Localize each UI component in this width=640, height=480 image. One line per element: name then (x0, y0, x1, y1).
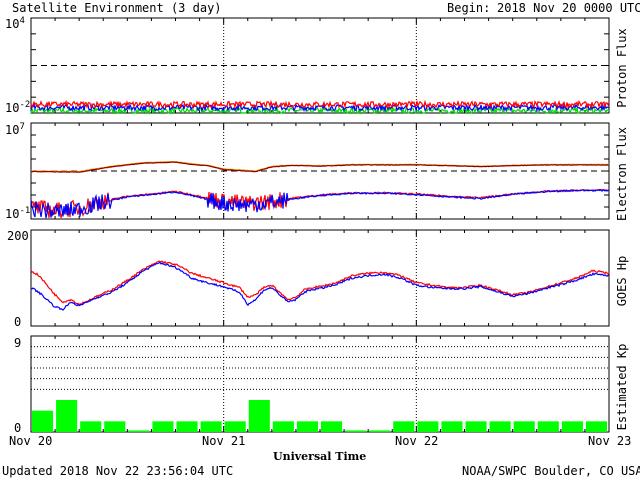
kp-bar (393, 421, 415, 432)
begin-label: Begin: (447, 1, 491, 15)
source-credit: NOAA/SWPC Boulder, CO USA (462, 464, 640, 478)
kp-bar (224, 421, 246, 432)
kp-bar (345, 430, 367, 432)
kp-ytick-bottom: 0 (14, 421, 22, 435)
kp-ytick-top: 9 (14, 336, 22, 350)
kp-bar (296, 421, 318, 432)
kp-bar (104, 421, 126, 432)
kp-bar (561, 421, 583, 432)
kp-bar (176, 421, 198, 432)
kp-bar (417, 421, 439, 432)
kp-bar (272, 421, 294, 432)
proton-ytick-bottom: 10-2 (5, 100, 31, 115)
hp-series-line (30, 261, 610, 311)
kp-bar (465, 421, 487, 432)
kp-bar (32, 410, 54, 432)
kp-bar (80, 421, 102, 432)
xtick-nov23: Nov 23 (588, 434, 632, 448)
proton-ytick-top: 104 (5, 16, 25, 31)
hp-series-line (30, 260, 610, 306)
goes-hp-label: GOES Hp (615, 255, 629, 307)
xtick-nov20: Nov 20 (9, 434, 53, 448)
chart-title: Satellite Environment (3 day) (12, 1, 222, 15)
electron-ytick-bottom: 10-1 (5, 206, 31, 221)
electron-series-line (30, 188, 610, 219)
kp-bar (200, 421, 222, 432)
panel-frame-4 (30, 335, 610, 433)
xtick-nov22: Nov 22 (395, 434, 439, 448)
kp-bar (56, 400, 78, 432)
updated-timestamp: Updated 2018 Nov 22 23:56:04 UTC (2, 464, 234, 478)
hp-ytick-bottom: 0 (14, 315, 22, 329)
xtick-nov21: Nov 21 (202, 434, 246, 448)
kp-bar (537, 421, 559, 432)
panel-frame-3 (30, 229, 610, 327)
x-axis-title: Universal Time (273, 450, 367, 463)
kp-bar (128, 430, 150, 432)
hp-ytick-top: 200 (7, 229, 29, 243)
begin-value: 2018 Nov 20 0000 UTC (497, 1, 640, 15)
kp-bar (513, 421, 535, 432)
kp-bar (585, 421, 607, 432)
kp-bar (489, 421, 511, 432)
kp-bar (441, 421, 463, 432)
electron-flux-label: Electron Flux (615, 127, 629, 221)
electron-series-line (31, 161, 609, 173)
kp-bar (248, 400, 270, 432)
proton-series-line (30, 99, 610, 110)
kp-bar (321, 421, 343, 432)
kp-bar (152, 421, 174, 432)
proton-flux-label: Proton Flux (615, 28, 629, 108)
proton-series-line (30, 105, 610, 116)
estimated-kp-label: Estimated Kp (615, 343, 629, 431)
kp-bar (369, 430, 391, 432)
electron-ytick-top: 107 (5, 122, 25, 137)
